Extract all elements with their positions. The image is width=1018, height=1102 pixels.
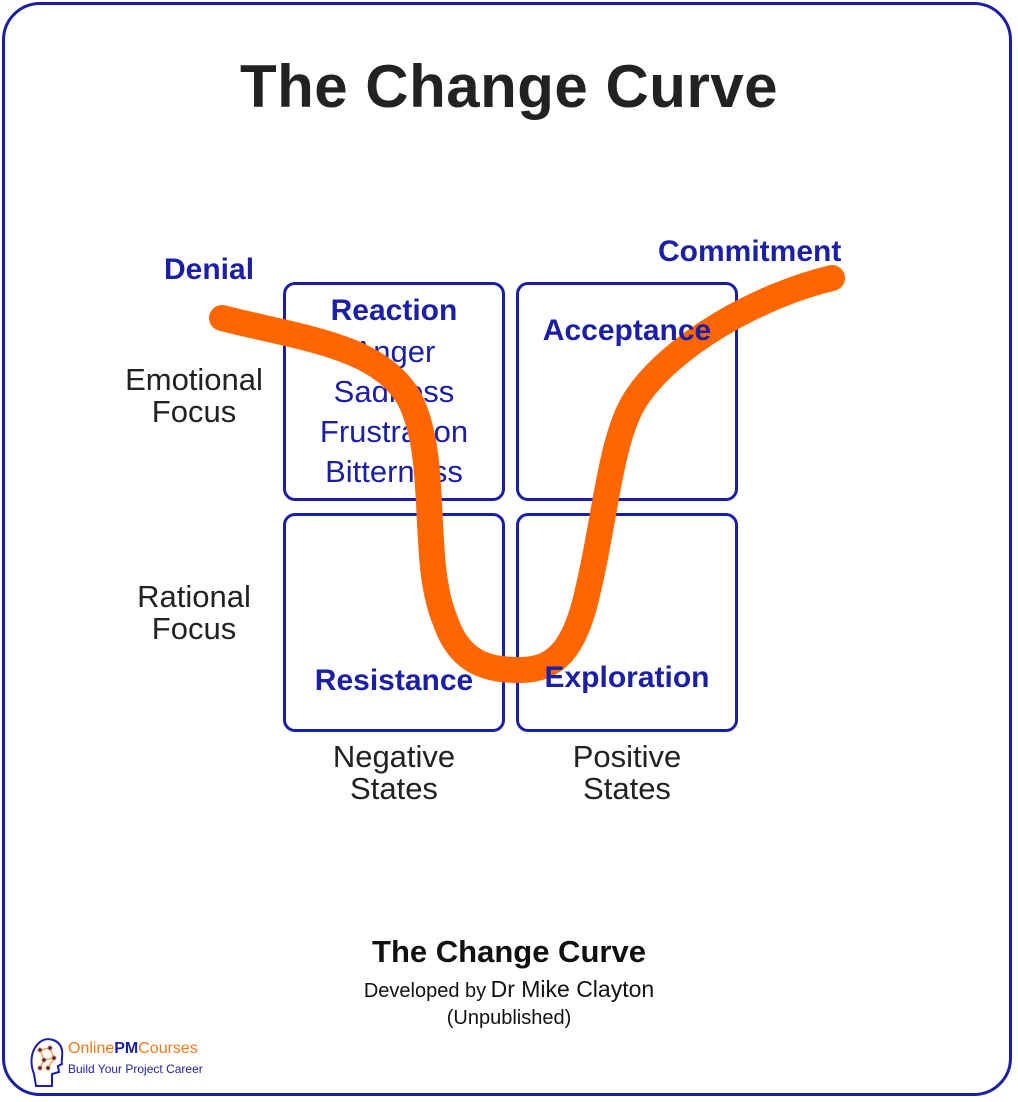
logo-online: Online [68, 1040, 115, 1057]
caption-author: Dr Mike Clayton [490, 976, 655, 1002]
logo-tagline: Build Your Project Career [68, 1062, 203, 1076]
column-label-positive: Positive States [516, 741, 738, 805]
caption-credit: Developed by Dr Mike Clayton [0, 976, 1018, 1003]
logo-pm: PM [114, 1040, 139, 1057]
caption-title: The Change Curve [372, 934, 646, 969]
column-label-negative-line1: Negative [332, 739, 456, 774]
logo: OnlinePMCourses Build Your Project Caree… [28, 1034, 248, 1090]
stage-exploration: Exploration [544, 661, 710, 694]
stage-acceptance: Acceptance [542, 314, 712, 347]
column-label-positive-line1: Positive [572, 739, 682, 774]
stage-reaction: Reaction [330, 294, 458, 327]
row-label-rational-line2: Focus [151, 611, 237, 646]
stage-denial: Denial [164, 253, 255, 286]
caption-developed-by: Developed by [363, 980, 487, 1002]
box-exploration [516, 513, 738, 732]
box-reaction [283, 282, 505, 501]
box-resistance [283, 513, 505, 732]
row-label-rational: Rational Focus [104, 581, 284, 645]
stage-commitment: Commitment [658, 235, 842, 268]
box-acceptance [516, 282, 738, 501]
column-label-positive-line2: States [583, 771, 671, 806]
change-curve-line [209, 265, 845, 683]
caption-note: (Unpublished) [446, 1007, 572, 1029]
page-title: The Change Curve [239, 53, 779, 120]
emotion-frustration: Frustration [319, 414, 469, 449]
stage-resistance: Resistance [314, 664, 474, 697]
row-label-emotional-line1: Emotional [125, 362, 263, 397]
column-label-negative-line2: States [350, 771, 438, 806]
column-label-negative: Negative States [283, 741, 505, 805]
logo-courses: Courses [138, 1040, 198, 1057]
row-label-emotional-line2: Focus [151, 394, 237, 429]
row-label-emotional: Emotional Focus [104, 364, 284, 428]
head-network-icon [30, 1038, 64, 1087]
logo-wordmark: OnlinePMCourses [68, 1040, 198, 1058]
row-label-rational-line1: Rational [137, 579, 251, 614]
